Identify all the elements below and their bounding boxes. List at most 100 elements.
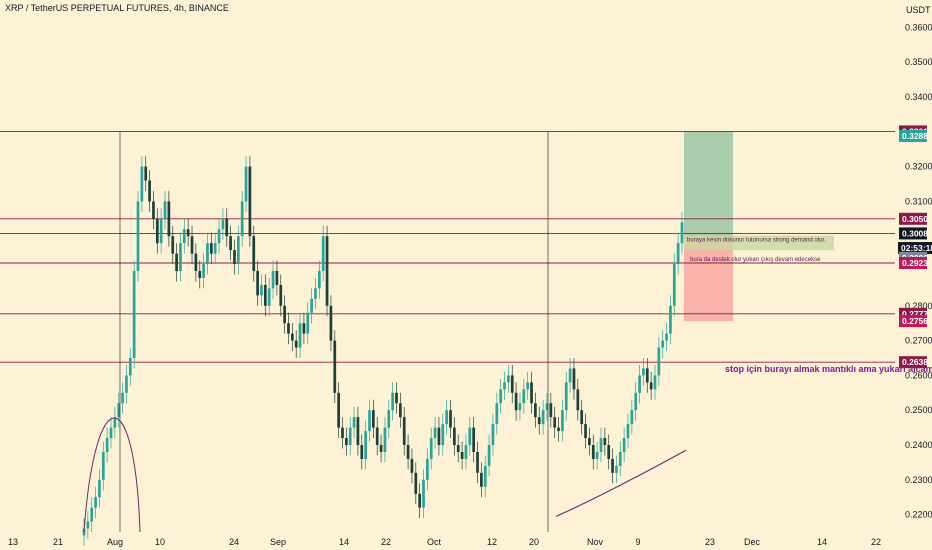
candle-body [399, 403, 402, 418]
price-tag-label: 0.2923 [902, 258, 928, 268]
candle-body [549, 403, 553, 418]
candle-body [595, 451, 599, 459]
price-tick-label: 0.3600 [905, 22, 932, 32]
date-tick-label: 10 [155, 537, 165, 547]
candle-body [395, 392, 398, 404]
candle-body [260, 284, 263, 296]
candle-body [213, 243, 217, 254]
candle-body [584, 424, 587, 439]
candle-body [317, 271, 321, 289]
candle-body [348, 427, 352, 445]
candle-body [98, 479, 101, 498]
candle-body [649, 382, 653, 390]
candle-body [244, 166, 248, 202]
candle-body [155, 218, 159, 244]
candle-body [607, 445, 611, 459]
price-tag [898, 242, 932, 255]
candle-body [190, 236, 194, 254]
candle-body [491, 424, 495, 445]
date-tick-label: 13 [8, 537, 18, 547]
candle-body [402, 417, 406, 445]
candle-body [518, 403, 522, 411]
loss-zone[interactable] [684, 236, 733, 322]
price-tag [899, 129, 927, 142]
candle-body [422, 479, 425, 508]
candle-body [275, 271, 279, 285]
candle-body [314, 288, 317, 299]
candle-body [503, 382, 506, 390]
candle-body [159, 218, 163, 244]
candle-body [86, 521, 90, 529]
price-tag-label: 0.3288 [902, 131, 928, 141]
candle-body [499, 389, 503, 404]
candle-body [372, 410, 375, 428]
candle-body [588, 438, 591, 445]
candle-body [611, 458, 614, 473]
candle-body [541, 410, 545, 425]
date-tick-label: 24 [229, 537, 239, 547]
price-tag-label: 0.3050 [902, 214, 928, 224]
candle-body [294, 340, 298, 348]
candle-body [410, 458, 414, 473]
candle-body [306, 312, 310, 334]
candle-body [194, 253, 198, 271]
candle-body [680, 222, 684, 244]
date-tick-label: 20 [529, 537, 539, 547]
candle-body [221, 218, 225, 230]
candle-body [287, 323, 290, 334]
arc-drawing[interactable] [83, 417, 141, 533]
candle-body [101, 451, 105, 480]
candle-body [368, 410, 371, 432]
candle-body [418, 493, 422, 508]
price-tick-label: 0.2500 [905, 405, 932, 415]
candle-body [460, 451, 464, 459]
candle-body [94, 497, 97, 508]
price-tick-label: 0.3500 [905, 57, 932, 67]
candle-body [591, 445, 595, 459]
price-tag-label: 0.2777 [902, 309, 928, 319]
candle-body [256, 271, 259, 296]
candle-body [217, 229, 221, 244]
date-tick-label: 22 [871, 537, 881, 547]
candle-body [109, 427, 113, 439]
candle-body [121, 392, 124, 404]
price-tag [899, 315, 927, 328]
candle-body [206, 243, 209, 265]
candle-body [676, 243, 680, 265]
annotation-stop: stop için burayı almak mantıklı ama yuka… [725, 364, 932, 374]
candle-body [298, 323, 302, 348]
candle-body [553, 417, 557, 428]
price-tag [899, 356, 927, 369]
candle-body [480, 472, 483, 487]
profit-zone[interactable] [684, 131, 733, 237]
candle-body [360, 445, 364, 459]
price-tick-label: 0.2200 [905, 510, 932, 520]
candle-body [657, 347, 661, 376]
candle-body [483, 465, 487, 487]
candle-body [534, 403, 537, 418]
candle-body [290, 333, 294, 341]
candle-body [105, 438, 109, 452]
candle-body [414, 472, 418, 494]
candle-body [383, 427, 387, 452]
candle-body [171, 236, 175, 254]
candle-body [310, 298, 313, 313]
price-tick-label: 0.3100 [905, 196, 932, 206]
candle-body [653, 375, 657, 390]
candle-body [198, 271, 202, 278]
date-tick-label: Aug [107, 537, 123, 547]
candle-body [391, 392, 394, 411]
price-tag-label: 0.2756 [902, 316, 928, 326]
candle-body [325, 236, 329, 306]
candle-body [568, 368, 572, 383]
date-tick-label: 14 [339, 537, 349, 547]
candle-body [140, 166, 144, 202]
date-tick-label: 22 [381, 537, 391, 547]
candle-body [603, 438, 607, 445]
support-curve[interactable] [555, 449, 687, 517]
candle-body [576, 389, 580, 411]
candle-body [572, 368, 576, 390]
date-tick-label: 21 [53, 537, 63, 547]
candle-body [638, 375, 641, 393]
